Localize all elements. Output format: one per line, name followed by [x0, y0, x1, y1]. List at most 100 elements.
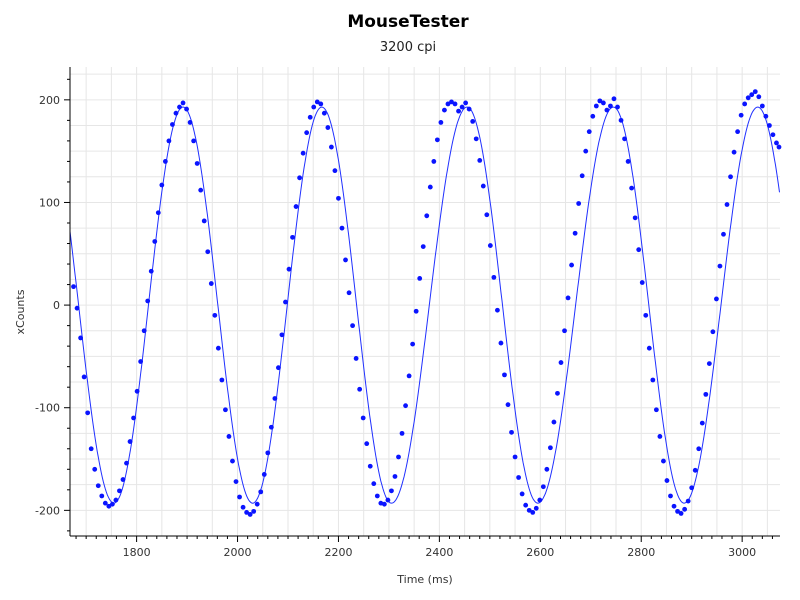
data-point — [671, 503, 677, 509]
data-point — [664, 478, 670, 483]
fit-curve — [69, 106, 780, 504]
data-point — [254, 501, 260, 507]
data-point — [547, 445, 553, 451]
data-point — [632, 215, 638, 221]
data-point — [470, 118, 476, 124]
data-point — [343, 257, 348, 263]
data-point — [593, 103, 599, 109]
data-point — [650, 377, 656, 383]
data-point — [759, 103, 765, 109]
data-point — [590, 113, 596, 119]
data-point — [240, 504, 246, 510]
data-point — [212, 312, 218, 318]
data-point — [251, 508, 257, 514]
data-point — [95, 483, 101, 489]
data-point — [703, 391, 709, 397]
data-point — [749, 92, 755, 98]
data-point — [247, 512, 253, 517]
x-axis-ticks: 1800 2000 2200 2400 2600 2800 3000 — [75, 536, 773, 559]
data-point — [374, 493, 380, 499]
data-point — [540, 484, 546, 490]
data-point — [403, 403, 408, 409]
data-point — [336, 195, 341, 201]
data-point — [502, 372, 507, 378]
data-point — [127, 439, 133, 444]
data-point — [134, 388, 140, 394]
data-point — [307, 114, 313, 120]
data-point — [350, 323, 355, 329]
data-point — [636, 247, 642, 253]
data-point — [148, 268, 154, 274]
data-point — [487, 243, 493, 248]
data-point — [473, 136, 479, 142]
data-point — [300, 150, 306, 156]
data-point — [131, 415, 136, 421]
data-point — [201, 218, 207, 224]
data-point — [696, 446, 702, 452]
data-point — [512, 454, 518, 460]
plot-grid — [70, 67, 780, 537]
data-point — [565, 295, 571, 301]
data-points — [71, 89, 782, 517]
data-point — [71, 284, 76, 290]
fit-curve-group — [69, 106, 780, 504]
data-point — [318, 101, 324, 107]
data-point — [646, 345, 652, 351]
data-point — [117, 488, 122, 494]
x-tick-label: 2200 — [324, 546, 352, 559]
data-point — [304, 130, 310, 136]
data-point — [544, 466, 550, 472]
data-point — [417, 276, 423, 281]
data-point — [728, 174, 733, 180]
data-point — [774, 140, 779, 146]
data-point — [519, 491, 525, 497]
data-point — [233, 479, 239, 485]
data-point — [364, 441, 370, 447]
data-point — [261, 472, 267, 477]
plot-area[interactable] — [70, 67, 780, 536]
data-point — [526, 507, 532, 513]
data-point — [738, 112, 744, 118]
data-point — [431, 159, 437, 164]
data-point — [445, 101, 451, 107]
data-point — [166, 138, 172, 144]
data-point — [569, 262, 574, 268]
data-point — [177, 104, 182, 110]
x-tick-label: 2400 — [425, 546, 453, 559]
data-point — [767, 123, 772, 128]
data-point — [537, 497, 543, 503]
data-point — [187, 120, 193, 125]
data-point — [198, 187, 204, 193]
data-point — [272, 396, 278, 401]
data-point — [219, 377, 225, 383]
data-point — [410, 341, 416, 347]
data-point — [279, 332, 285, 338]
data-point — [332, 168, 338, 174]
data-point — [173, 110, 179, 116]
data-point — [572, 230, 578, 236]
data-point — [618, 117, 624, 123]
data-point — [268, 424, 274, 430]
data-point — [138, 359, 144, 364]
data-point — [622, 136, 627, 142]
data-point — [653, 407, 659, 413]
chart-title: MouseTester — [347, 12, 469, 32]
data-point — [466, 106, 472, 112]
data-point — [99, 493, 105, 499]
data-point — [88, 446, 94, 452]
data-point — [551, 419, 557, 425]
data-point — [215, 345, 221, 351]
data-point — [226, 434, 232, 439]
data-point — [710, 329, 716, 335]
data-point — [699, 420, 705, 426]
y-axis-label: xCounts — [14, 289, 27, 334]
data-point — [608, 103, 613, 109]
data-point — [611, 96, 617, 102]
data-point — [371, 481, 377, 487]
x-tick-label: 3000 — [728, 546, 756, 559]
data-point — [459, 104, 465, 110]
data-point — [721, 231, 726, 237]
data-point — [81, 374, 87, 380]
data-point — [484, 212, 490, 218]
data-point — [756, 94, 762, 100]
